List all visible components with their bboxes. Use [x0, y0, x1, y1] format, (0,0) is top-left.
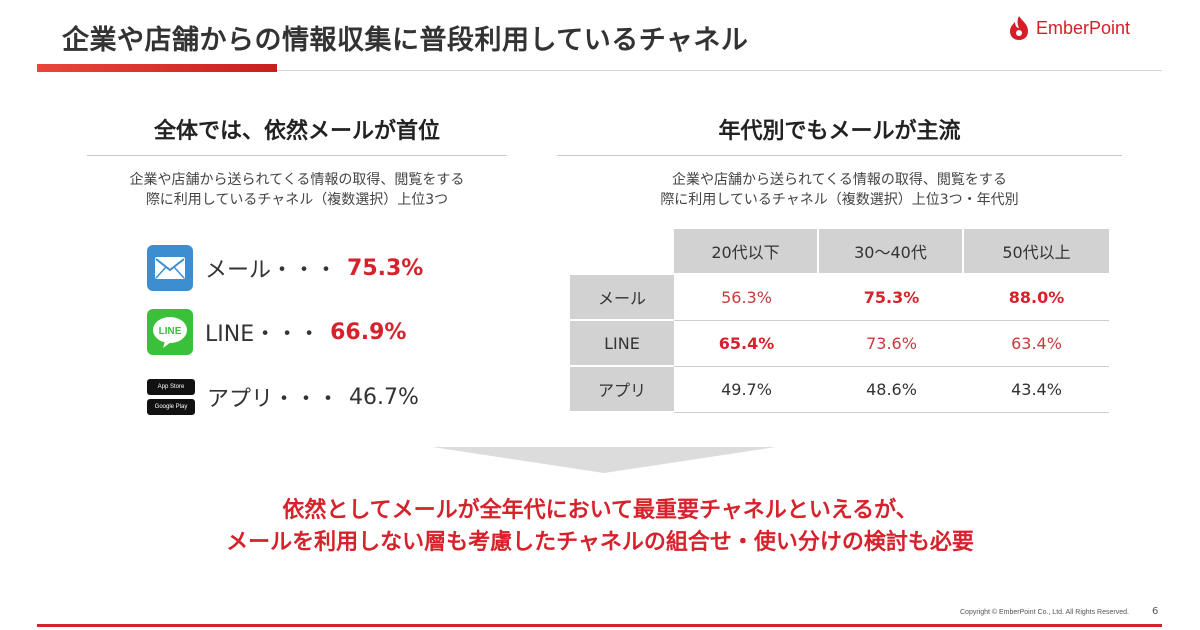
- line-icon: LINE: [147, 309, 193, 355]
- google-play-badge-text: Google Play: [154, 404, 188, 410]
- channel-line-label: LINE・・・: [205, 322, 321, 347]
- table-cell: 43.4%: [964, 367, 1109, 413]
- flame-logo-icon: [1010, 16, 1028, 40]
- conclusion-line2: メールを利用しない層も考慮したチャネルの組合せ・使い分けの検討も必要: [226, 530, 974, 555]
- page-title: 企業や店舗からの情報収集に普段利用しているチャネル: [62, 25, 749, 56]
- conclusion-line1: 依然としてメールが全年代において最重要チャネルといえるが、: [282, 498, 918, 523]
- table-corner: [570, 229, 674, 275]
- table-col-header: 50代以上: [964, 229, 1109, 275]
- table-row-header: アプリ: [570, 367, 674, 413]
- left-subtitle-line2: 際に利用しているチャネル（複数選択）上位3つ: [145, 192, 449, 208]
- channel-mail-value: 75.3%: [347, 255, 424, 281]
- table-cell: 73.6%: [819, 321, 964, 367]
- mail-icon: [147, 245, 193, 291]
- table-cell: 48.6%: [819, 367, 964, 413]
- channel-line-value: 66.9%: [330, 319, 407, 345]
- app-store-icon: App Store Google Play: [147, 374, 195, 420]
- copyright-text: Copyright © EmberPoint Co., Ltd. All Rig…: [960, 609, 1129, 616]
- title-accent-bar: [37, 64, 277, 72]
- left-heading: 全体では、依然メールが首位: [153, 119, 440, 144]
- app-store-badge-text: App Store: [157, 384, 185, 390]
- table-col-header: 20代以下: [674, 229, 819, 275]
- table-row: アプリ 49.7% 48.6% 43.4%: [570, 367, 1109, 413]
- channel-mail: メール・・・ 75.3%: [147, 245, 423, 291]
- left-divider: [87, 155, 507, 156]
- line-icon-text: LINE: [159, 326, 182, 337]
- channel-app-value: 46.7%: [349, 384, 419, 410]
- right-heading: 年代別でもメールが主流: [718, 119, 961, 144]
- age-channel-table: 20代以下 30〜40代 50代以上 メール 56.3% 75.3% 88.0%…: [570, 229, 1109, 413]
- table-col-header: 30〜40代: [819, 229, 964, 275]
- table-row-header: LINE: [570, 321, 674, 367]
- table-cell: 88.0%: [964, 275, 1109, 321]
- table-row-header: メール: [570, 275, 674, 321]
- down-arrow-icon: [432, 447, 776, 473]
- channel-app: App Store Google Play アプリ・・・ 46.7%: [147, 374, 419, 420]
- right-divider: [557, 155, 1122, 156]
- right-subtitle-line1: 企業や店舗から送られてくる情報の取得、閲覧をする: [672, 172, 1007, 188]
- google-play-badge: Google Play: [147, 399, 195, 415]
- app-store-badge: App Store: [147, 379, 195, 395]
- table-cell: 56.3%: [674, 275, 819, 321]
- table-cell: 49.7%: [674, 367, 819, 413]
- channel-mail-label: メール・・・: [205, 258, 338, 283]
- logo-text: EmberPoint: [1036, 17, 1131, 38]
- table-row: メール 56.3% 75.3% 88.0%: [570, 275, 1109, 321]
- right-subtitle: 企業や店舗から送られてくる情報の取得、閲覧をする 際に利用しているチャネル（複数…: [557, 170, 1122, 210]
- table-header-row: 20代以下 30〜40代 50代以上: [570, 229, 1109, 275]
- channel-line: LINE LINE・・・ 66.9%: [147, 309, 406, 355]
- title-divider: [277, 70, 1162, 71]
- left-subtitle-line1: 企業や店舗から送られてくる情報の取得、閲覧をする: [129, 172, 465, 188]
- footer-bar: [37, 624, 1162, 627]
- channel-app-label: アプリ・・・: [207, 387, 340, 412]
- table-cell: 65.4%: [674, 321, 819, 367]
- table-row: LINE 65.4% 73.6% 63.4%: [570, 321, 1109, 367]
- table-cell: 75.3%: [819, 275, 964, 321]
- table-cell: 63.4%: [964, 321, 1109, 367]
- page-number: 6: [1152, 606, 1159, 617]
- logo: EmberPoint: [1008, 15, 1130, 41]
- left-subtitle: 企業や店舗から送られてくる情報の取得、閲覧をする 際に利用しているチャネル（複数…: [87, 170, 507, 210]
- right-subtitle-line2: 際に利用しているチャネル（複数選択）上位3つ・年代別: [660, 192, 1019, 208]
